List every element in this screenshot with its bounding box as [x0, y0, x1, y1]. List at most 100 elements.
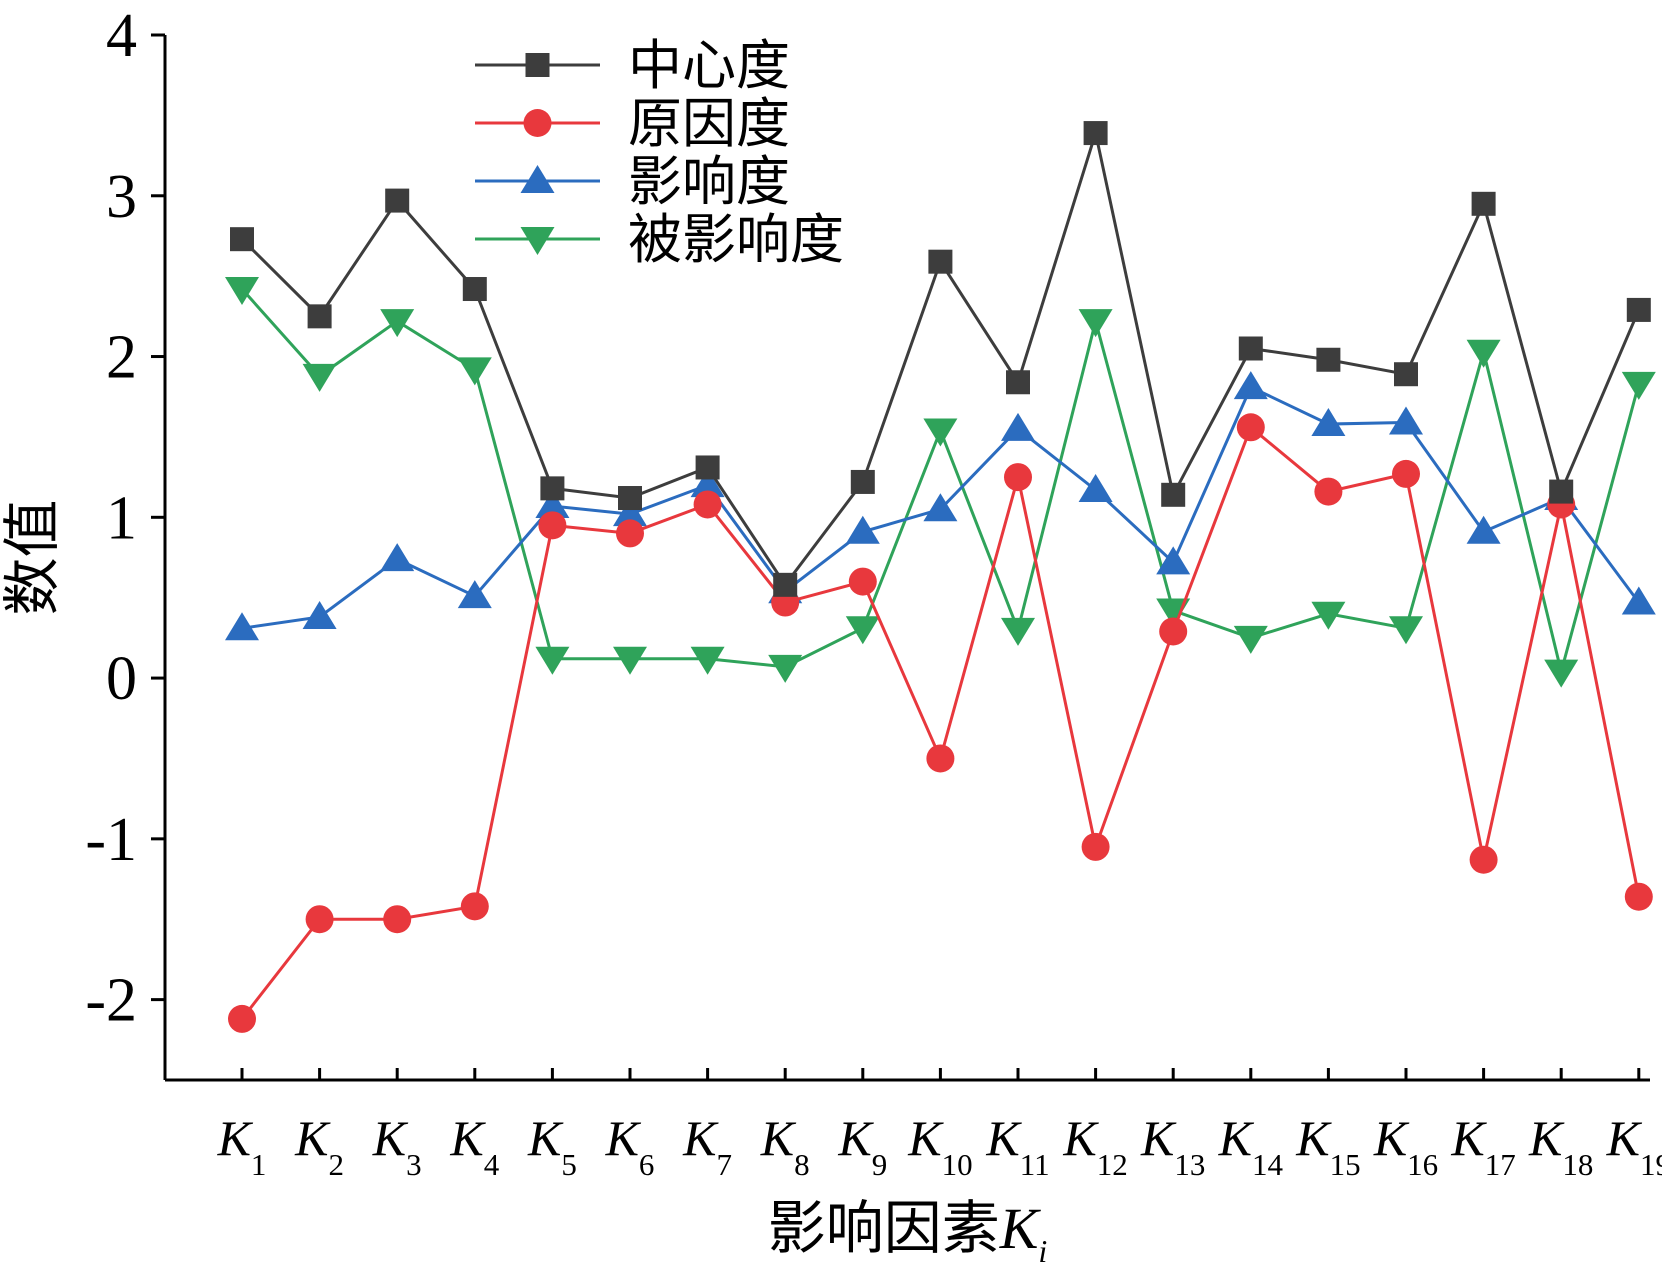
data-point	[1078, 309, 1113, 338]
data-point	[773, 572, 798, 597]
y-axis-title: 数值	[0, 499, 66, 615]
x-tick-label: K9	[837, 1110, 887, 1182]
data-point	[690, 646, 725, 675]
x-tick-label: K2	[294, 1110, 344, 1182]
data-point	[1081, 832, 1110, 861]
data-point	[380, 309, 415, 338]
data-point	[928, 249, 953, 274]
data-point	[926, 744, 955, 773]
data-point	[693, 490, 722, 519]
data-point	[1621, 586, 1656, 615]
series-4	[225, 277, 1656, 688]
x-tick-var: K	[1295, 1110, 1332, 1166]
data-point	[1621, 371, 1656, 400]
data-point	[1238, 336, 1263, 361]
x-tick-label: K10	[907, 1110, 972, 1182]
legend-item: 原因度	[475, 92, 790, 155]
x-tick-label: K15	[1295, 1110, 1360, 1182]
data-point	[923, 493, 958, 522]
x-ticks: K1 K2 K3 K4 K5 K6 K7 K8 K9 K10 K11 K12 K13 K14 K15 K16 K…	[217, 1068, 1662, 1182]
data-point	[1624, 882, 1653, 911]
legend-label: 被影响度	[628, 208, 844, 271]
x-tick-var: K	[682, 1110, 719, 1166]
x-tick-var: K	[1062, 1110, 1099, 1166]
data-point	[1471, 191, 1496, 216]
y-tick-label: -1	[85, 806, 137, 874]
x-tick-sub: 18	[1562, 1147, 1593, 1182]
x-tick-sub: 12	[1097, 1147, 1128, 1182]
data-point	[1311, 601, 1346, 630]
x-tick-sub: 8	[794, 1147, 810, 1182]
data-point	[302, 363, 337, 392]
y-tick-label: 3	[106, 163, 137, 231]
data-point	[848, 567, 877, 596]
data-point	[1233, 625, 1268, 654]
series-line	[240, 288, 1641, 673]
data-point	[1156, 546, 1191, 575]
data-point	[1466, 515, 1501, 544]
x-tick-label: K8	[760, 1110, 810, 1182]
data-point	[1233, 371, 1268, 400]
x-tick-label: K11	[985, 1110, 1049, 1182]
data-point	[1161, 482, 1186, 507]
data-point	[535, 646, 570, 675]
legend-swatch-marker	[520, 227, 555, 255]
data-point	[538, 511, 567, 540]
x-tick-label: K14	[1218, 1110, 1284, 1182]
data-point	[690, 469, 725, 498]
axes	[163, 35, 1650, 1082]
data-point	[460, 892, 489, 921]
x-tick-var: K	[1373, 1110, 1410, 1166]
data-point	[385, 188, 410, 213]
data-point	[305, 905, 334, 934]
legend-swatch-marker	[523, 109, 552, 137]
data-point	[1316, 347, 1341, 372]
x-tick-var: K	[1140, 1110, 1177, 1166]
x-tick-sub: 7	[717, 1147, 733, 1182]
x-tick-sub: 17	[1485, 1147, 1516, 1182]
data-point	[457, 357, 492, 386]
x-tick-sub: 4	[484, 1147, 500, 1182]
x-tick-sub: 13	[1174, 1147, 1205, 1182]
x-tick-var: K	[527, 1110, 564, 1166]
x-tick-var: K	[1528, 1110, 1565, 1166]
x-tick-var: K	[1450, 1110, 1487, 1166]
y-axis-title-group: 数值	[0, 499, 66, 615]
x-tick-sub: 3	[406, 1147, 422, 1182]
data-point	[1392, 459, 1420, 488]
x-tick-label: K4	[449, 1110, 499, 1182]
x-tick-label: K17	[1450, 1110, 1515, 1182]
x-tick-var: K	[217, 1110, 254, 1166]
x-tick-label: K16	[1373, 1110, 1438, 1182]
legend-item: 中心度	[475, 34, 790, 97]
data-point	[307, 304, 332, 329]
x-tick-var: K	[837, 1110, 874, 1166]
x-tick-var: K	[294, 1110, 331, 1166]
x-tick-sub: 1	[251, 1147, 267, 1182]
data-point	[380, 543, 415, 572]
data-point	[457, 580, 492, 609]
x-tick-label: K13	[1140, 1110, 1205, 1182]
y-tick-label: 1	[106, 484, 137, 552]
data-point	[1236, 413, 1265, 442]
x-tick-var: K	[1606, 1110, 1643, 1166]
series-2	[228, 413, 1653, 1033]
y-tick-label: 0	[106, 645, 137, 713]
x-tick-var: K	[449, 1110, 486, 1166]
x-tick-sub: 19	[1640, 1147, 1662, 1182]
data-point	[535, 490, 570, 519]
x-tick-sub: 9	[872, 1147, 888, 1182]
x-tick-label: K3	[372, 1110, 422, 1182]
data-point	[845, 616, 880, 645]
data-point	[228, 1004, 256, 1033]
data-point	[1078, 473, 1113, 502]
series-layer	[225, 121, 1656, 1033]
x-tick-label: K18	[1528, 1110, 1593, 1182]
x-tick-var: K	[1218, 1110, 1255, 1166]
x-tick-sub: 6	[639, 1147, 655, 1182]
data-point	[1389, 406, 1423, 435]
x-tick-label: K12	[1062, 1110, 1127, 1182]
data-point	[462, 277, 487, 302]
